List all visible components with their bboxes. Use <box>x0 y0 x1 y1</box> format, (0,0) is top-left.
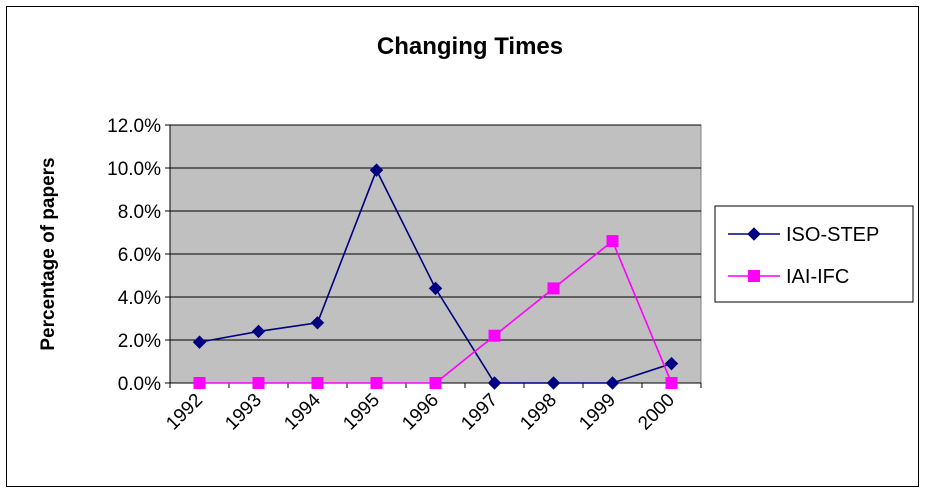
gridlines <box>170 124 701 341</box>
legend: ISO-STEP IAI-IFC <box>714 205 914 303</box>
y-tick-label: 6.0% <box>118 245 161 266</box>
data-point <box>487 376 502 390</box>
chart-title: Changing Times <box>377 33 563 60</box>
data-point <box>252 377 265 389</box>
data-point <box>311 377 324 389</box>
data-point <box>193 377 206 389</box>
y-tick-label: 0.0% <box>118 374 161 395</box>
data-point <box>370 377 383 389</box>
y-tick-label: 12.0% <box>107 116 161 137</box>
data-point <box>546 376 561 390</box>
data-point <box>251 324 266 339</box>
legend-marker <box>748 270 760 282</box>
x-tick-label: 2000 <box>634 390 679 435</box>
legend-label: IAI-IFC <box>786 266 849 288</box>
data-point <box>310 316 325 330</box>
legend-label: ISO-STEP <box>786 224 879 246</box>
data-point <box>665 377 678 389</box>
data-point <box>605 376 620 390</box>
data-point <box>192 335 207 349</box>
series-lines <box>192 163 679 390</box>
data-point <box>369 163 384 177</box>
series-1 <box>193 235 678 389</box>
y-tick-label: 4.0% <box>118 288 161 309</box>
data-point <box>606 235 619 248</box>
y-tick-label: 10.0% <box>107 159 161 180</box>
series-0 <box>192 163 679 390</box>
x-tick-label: 1994 <box>280 389 325 434</box>
data-point <box>488 329 501 342</box>
x-tick-label: 1996 <box>398 390 443 435</box>
x-tick-label: 1997 <box>457 390 502 435</box>
data-point <box>428 281 443 296</box>
data-point <box>547 282 560 295</box>
data-point <box>664 356 679 371</box>
x-tick-label: 1995 <box>339 390 384 435</box>
x-tick-label: 1993 <box>221 390 266 435</box>
legend-box <box>714 205 914 303</box>
data-point <box>429 377 442 389</box>
x-tick-label: 1998 <box>516 390 561 435</box>
x-tick-label: 1999 <box>575 390 620 435</box>
legend-marker <box>747 227 761 241</box>
y-axis-label: Percentage of papers <box>38 157 59 350</box>
y-tick-label: 2.0% <box>118 331 161 352</box>
x-tick-label: 1992 <box>162 390 207 435</box>
y-tick-label: 8.0% <box>118 202 161 223</box>
